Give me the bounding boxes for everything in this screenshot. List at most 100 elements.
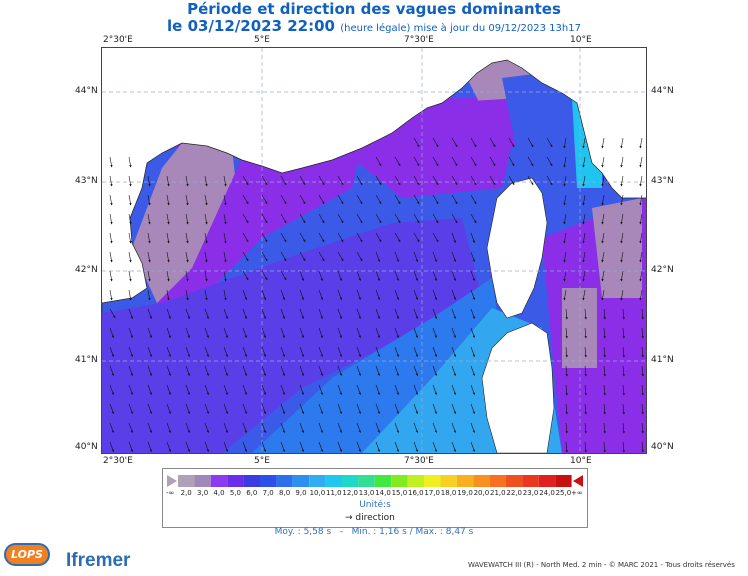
direction-arrow — [109, 213, 113, 225]
direction-arrow — [451, 308, 456, 319]
direction-arrow — [204, 289, 208, 301]
lat-label-left-1: 44°N — [75, 86, 98, 96]
direction-arrow — [639, 232, 643, 244]
direction-arrow — [109, 403, 114, 414]
wave-period-map[interactable] — [101, 47, 647, 454]
direction-arrow — [128, 175, 132, 187]
direction-arrow — [601, 156, 605, 168]
direction-arrow — [639, 156, 643, 168]
direction-arrow — [639, 289, 643, 301]
direction-arrow — [394, 441, 399, 452]
legend-swatch — [522, 475, 539, 487]
direction-arrow — [356, 365, 361, 376]
direction-arrow — [413, 327, 418, 338]
direction-arrow — [470, 251, 475, 262]
direction-arrow — [318, 289, 323, 300]
direction-arrow — [489, 156, 496, 167]
direction-arrow — [242, 346, 247, 357]
direction-arrow — [337, 270, 342, 281]
direction-arrow — [375, 384, 380, 395]
legend-value-label: 21,0 — [490, 489, 506, 497]
direction-arrow — [204, 422, 209, 433]
direction-arrow — [394, 251, 399, 262]
direction-arrow — [584, 327, 587, 339]
direction-arrow — [563, 137, 567, 149]
direction-arrow — [375, 403, 380, 414]
direction-arrow — [147, 422, 152, 433]
legend-swatch — [194, 475, 211, 487]
direction-arrow — [508, 175, 515, 186]
sea-band-indigo-south — [102, 218, 482, 453]
direction-arrow — [299, 422, 304, 433]
direction-arrow — [413, 137, 420, 148]
direction-arrow — [375, 346, 380, 357]
direction-arrow — [432, 422, 437, 433]
direction-arrow — [337, 422, 342, 433]
lon-label-bottom-4: 10°E — [570, 456, 592, 466]
direction-arrow — [128, 403, 133, 414]
direction-arrow — [223, 175, 227, 187]
direction-arrow — [432, 441, 437, 452]
direction-arrow — [204, 384, 209, 395]
direction-arrow — [394, 156, 401, 167]
legend-swatch — [489, 475, 506, 487]
direction-arrow — [451, 232, 456, 243]
direction-arrow — [166, 441, 171, 452]
direction-arrow — [261, 441, 266, 452]
direction-arrow — [242, 403, 247, 414]
direction-arrow — [620, 156, 624, 168]
direction-arrow — [128, 194, 132, 206]
direction-arrow — [261, 289, 266, 300]
direction-arrow — [508, 137, 515, 148]
direction-arrow — [109, 194, 113, 206]
direction-arrow — [565, 308, 568, 320]
stats-mean: Moy. : 5,58 s — [274, 527, 332, 537]
direction-arrow — [223, 270, 227, 282]
direction-arrow — [223, 441, 228, 452]
direction-arrow — [280, 422, 285, 433]
legend-value-label: 25,0 — [556, 489, 572, 497]
direction-arrow — [432, 308, 437, 319]
direction-arrow — [582, 175, 586, 187]
direction-arrow — [280, 384, 285, 395]
direction-arrow — [375, 175, 382, 186]
direction-arrow — [563, 251, 567, 263]
lon-label-top-3: 7°30'E — [404, 35, 434, 45]
direction-arrow — [508, 156, 515, 167]
direction-arrow — [223, 251, 227, 263]
legend-swatch — [424, 475, 441, 487]
legend-swatch — [440, 475, 457, 487]
lat-label-right-5: 40°N — [651, 442, 674, 452]
direction-arrow — [223, 422, 228, 433]
direction-arrow — [432, 403, 437, 414]
direction-arrow — [356, 422, 361, 433]
direction-arrow — [451, 346, 456, 357]
direction-arrow — [413, 289, 418, 300]
direction-arrow — [413, 194, 420, 205]
coastline — [102, 59, 646, 313]
direction-arrow — [527, 137, 534, 148]
direction-arrow — [166, 384, 171, 395]
direction-arrow — [280, 175, 287, 186]
direction-arrow — [337, 232, 344, 243]
direction-arrow — [620, 232, 624, 244]
direction-arrow — [356, 194, 363, 205]
direction-arrow — [565, 346, 568, 358]
direction-arrow — [489, 175, 496, 186]
direction-arrow — [413, 270, 418, 281]
statistics: Moy. : 5,58 s - Min. : 1,16 s / Max. : 8… — [274, 527, 474, 537]
direction-arrow — [242, 327, 247, 338]
direction-arrow — [394, 403, 399, 414]
direction-arrow — [622, 403, 625, 415]
corsica-island — [486, 177, 548, 319]
direction-arrow — [603, 346, 606, 358]
direction-arrow — [109, 251, 113, 263]
direction-arrow — [584, 384, 587, 396]
direction-arrow — [299, 346, 304, 357]
direction-arrow — [185, 441, 190, 452]
direction-arrow — [582, 137, 586, 149]
direction-arrow — [601, 194, 605, 206]
direction-arrow — [223, 289, 227, 301]
direction-arrow — [185, 403, 190, 414]
direction-arrow — [582, 251, 586, 263]
